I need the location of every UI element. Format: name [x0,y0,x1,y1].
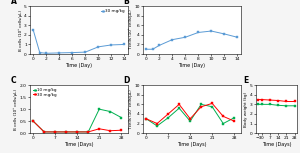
Y-axis label: B cells (10³ cells/μL): B cells (10³ cells/μL) [14,89,18,130]
10 mg/kg [119,117,123,118]
30 mg/kg [53,131,57,133]
10 mg/kg [75,131,79,133]
X-axis label: Time (Day): Time (Day) [178,63,205,68]
Legend: 30 mg/kg: 30 mg/kg [100,8,125,14]
Y-axis label: B cells (10³ cells/μL): B cells (10³ cells/μL) [18,9,22,51]
30 mg/kg [119,129,123,131]
10 mg/kg [108,111,112,112]
10 mg/kg [53,131,57,133]
X-axis label: Time (Day): Time (Day) [65,63,92,68]
Text: E: E [244,76,249,85]
10 mg/kg [42,131,46,133]
Text: B: B [124,0,129,6]
Line: 30 mg/kg: 30 mg/kg [32,120,122,133]
10 mg/kg [64,131,68,133]
30 mg/kg [75,131,79,133]
10 mg/kg [98,108,101,110]
Y-axis label: T cells (10³ cells/μL): T cells (10³ cells/μL) [128,10,133,50]
10 mg/kg [31,120,35,122]
10 mg/kg [86,131,90,133]
Text: A: A [11,0,16,6]
Text: C: C [11,76,16,85]
30 mg/kg [42,131,46,133]
30 mg/kg [64,131,68,133]
30 mg/kg [98,128,101,130]
Line: 10 mg/kg: 10 mg/kg [32,108,122,133]
X-axis label: Time (Days): Time (Days) [177,142,206,147]
30 mg/kg [108,130,112,132]
Y-axis label: T cells (10³ cells/μL): T cells (10³ cells/μL) [128,89,133,130]
Text: D: D [124,76,130,85]
30 mg/kg [86,131,90,133]
Legend: 10 mg/kg, 30 mg/kg: 10 mg/kg, 30 mg/kg [32,87,58,97]
X-axis label: Time (Days): Time (Days) [262,142,291,147]
X-axis label: Time (Days): Time (Days) [64,142,94,147]
Y-axis label: Body weight (kg): Body weight (kg) [244,92,248,127]
30 mg/kg [31,120,35,122]
